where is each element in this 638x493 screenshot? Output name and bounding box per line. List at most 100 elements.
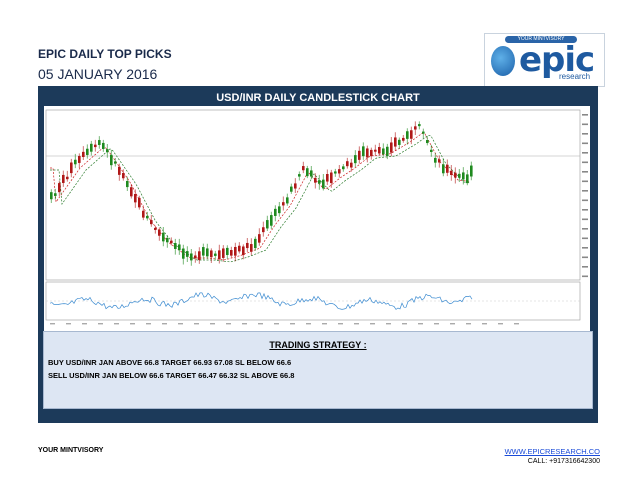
candle-body <box>230 250 233 256</box>
candle-body <box>310 170 313 177</box>
candle-body <box>70 162 73 174</box>
candle-body <box>218 250 221 260</box>
time-axis-tick <box>466 323 471 325</box>
candle-body <box>186 251 189 257</box>
candle-body <box>302 166 305 171</box>
time-axis-tick <box>514 323 519 325</box>
candlestick-chart-svg <box>45 109 588 325</box>
candle-body <box>98 140 101 145</box>
price-axis-tick <box>582 209 588 211</box>
candle-body <box>410 130 413 139</box>
price-pane-frame <box>45 109 581 281</box>
candle-body <box>66 176 69 180</box>
candle-body <box>206 248 209 257</box>
time-axis-tick <box>130 323 135 325</box>
time-axis-tick <box>322 323 327 325</box>
candle-body <box>50 192 53 200</box>
candle-body <box>198 251 201 261</box>
price-axis-tick <box>582 114 588 116</box>
candle-body <box>254 238 257 249</box>
candle-body <box>458 173 461 178</box>
time-axis-tick <box>194 323 199 325</box>
candle-body <box>398 139 401 145</box>
candle-body <box>370 149 373 156</box>
website-link[interactable]: WWW.EPICRESEARCH.CO <box>504 447 600 456</box>
candle-body <box>146 215 149 219</box>
candle-body <box>246 242 249 249</box>
candle-body <box>402 137 405 141</box>
time-axis-tick <box>450 323 455 325</box>
price-axis-tick <box>582 171 588 173</box>
candle-body <box>134 194 137 203</box>
candle-body <box>74 159 77 165</box>
candle-body <box>362 146 365 157</box>
candle-body <box>430 149 433 153</box>
time-axis-tick <box>98 323 103 325</box>
time-axis-tick <box>338 323 343 325</box>
time-axis-tick <box>306 323 311 325</box>
candle-body <box>426 139 429 144</box>
candle-body <box>366 148 369 158</box>
price-axis-tick <box>582 266 588 268</box>
candle-body <box>390 142 393 153</box>
candle-body <box>130 187 133 197</box>
candle-body <box>298 174 301 177</box>
candle-body <box>214 253 217 256</box>
time-axis-tick <box>370 323 375 325</box>
candle-body <box>82 151 85 158</box>
buy-recommendation: BUY USD/INR JAN ABOVE 66.8 TARGET 66.93 … <box>48 358 292 367</box>
candle-body <box>150 220 153 225</box>
epic-research-logo: YOUR MINTVISORY epic research <box>484 33 605 87</box>
candle-body <box>386 146 389 156</box>
price-axis-tick <box>582 237 588 240</box>
time-axis-tick <box>354 323 359 325</box>
time-axis-tick <box>482 323 487 325</box>
candle-body <box>118 166 121 175</box>
candle-body <box>350 162 353 168</box>
strategy-title: TRADING STRATEGY : <box>269 340 367 350</box>
candle-body <box>422 131 425 134</box>
candle-body <box>342 166 345 170</box>
logo-sub: research <box>559 72 591 81</box>
candle-body <box>414 126 417 130</box>
candle-body <box>250 244 253 252</box>
candle-body <box>374 149 377 152</box>
candle-body <box>326 174 329 182</box>
candle-body <box>418 124 421 127</box>
candle-body <box>382 148 385 155</box>
candle-body <box>210 250 213 258</box>
candle-body <box>262 227 265 233</box>
candle-body <box>306 168 309 177</box>
candle-body <box>406 131 409 139</box>
candle-body <box>114 161 117 164</box>
time-axis-tick <box>146 323 151 325</box>
candle-body <box>138 197 141 208</box>
price-axis-tick <box>582 180 588 183</box>
price-axis-tick <box>582 256 588 259</box>
candle-body <box>142 210 145 218</box>
candle-body <box>322 179 325 189</box>
time-axis-tick <box>114 323 119 325</box>
candle-body <box>122 173 125 179</box>
candle-body <box>190 253 193 261</box>
candle-body <box>434 157 437 163</box>
candle-body <box>54 193 57 196</box>
candle-body <box>162 232 165 242</box>
candle-body <box>170 240 173 244</box>
header-title: EPIC DAILY TOP PICKS <box>38 47 172 61</box>
candle-body <box>442 164 445 174</box>
price-axis-tick <box>582 190 588 192</box>
footer-tagline: YOUR MINTVISORY <box>38 447 104 454</box>
candle-body <box>274 208 277 216</box>
candle-body <box>94 144 97 148</box>
candle-body <box>242 246 245 256</box>
time-axis-tick <box>178 323 183 325</box>
candle-body <box>178 244 181 251</box>
price-axis-tick <box>582 133 588 135</box>
candle-body <box>438 159 441 163</box>
header-date: 05 JANUARY 2016 <box>38 66 158 82</box>
candle-body <box>286 197 289 204</box>
price-axis-tick <box>582 142 588 145</box>
candle-body <box>450 170 453 175</box>
candle-body <box>466 174 469 184</box>
